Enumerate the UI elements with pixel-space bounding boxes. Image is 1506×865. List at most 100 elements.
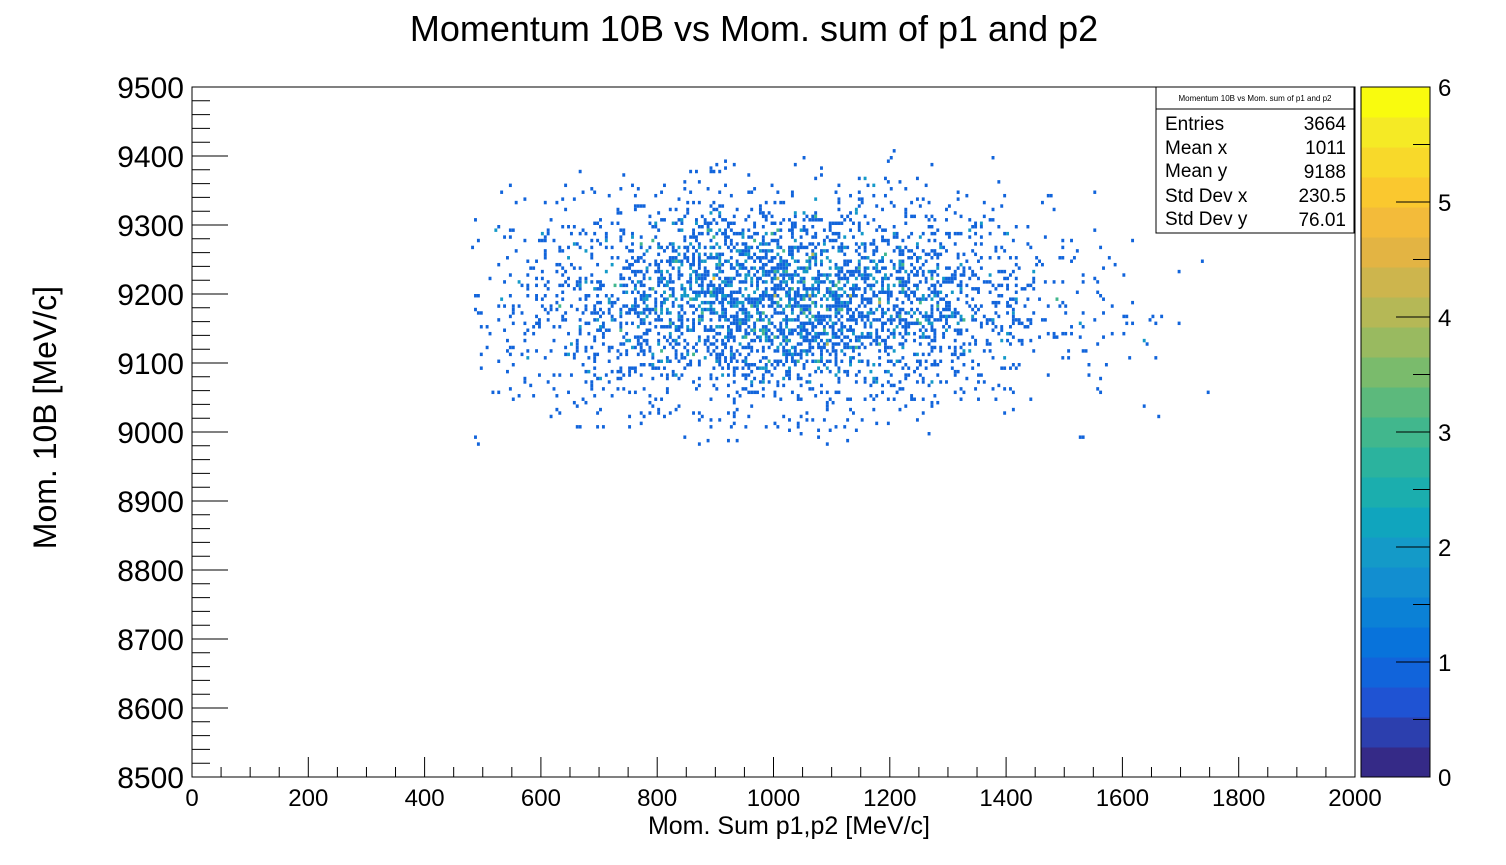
heatmap-bin <box>788 290 791 294</box>
heatmap-bin <box>782 287 786 291</box>
heatmap-bin <box>886 297 890 301</box>
heatmap-bin <box>697 266 701 270</box>
heatmap-bin <box>872 363 876 367</box>
heatmap-bin <box>971 297 975 301</box>
heatmap-bin <box>610 262 614 267</box>
y-axis-title: Mom. 10B [MeV/c] <box>27 286 63 549</box>
heatmap-bin <box>741 373 745 377</box>
heatmap-bin <box>788 366 791 370</box>
heatmap-bin <box>817 435 821 439</box>
heatmap-bin <box>854 373 858 377</box>
heatmap-bin <box>869 331 873 336</box>
heatmap-bin <box>1145 342 1149 346</box>
heatmap-bin <box>883 266 887 270</box>
heatmap-bin <box>654 311 658 315</box>
heatmap-bin <box>1125 321 1129 326</box>
heatmap-bin <box>575 425 579 429</box>
heatmap-bin <box>825 249 829 253</box>
heatmap-bin <box>561 318 565 322</box>
heatmap-bin <box>712 283 716 288</box>
heatmap-bin <box>706 335 710 339</box>
heatmap-bin <box>599 328 602 332</box>
heatmap-bin <box>692 252 695 257</box>
heatmap-bin <box>892 235 896 239</box>
heatmap-bin <box>857 197 861 201</box>
heatmap-bin <box>997 180 1001 184</box>
heatmap-bin <box>692 269 695 274</box>
heatmap-bin <box>677 259 681 263</box>
heatmap-bin <box>726 338 730 343</box>
heatmap-bin <box>886 294 890 298</box>
heatmap-bin <box>822 345 826 350</box>
heatmap-bin <box>683 366 687 370</box>
heatmap-bin <box>875 338 879 343</box>
heatmap-bin <box>747 345 751 350</box>
heatmap-bin <box>660 359 664 363</box>
heatmap-bin <box>665 283 669 288</box>
heatmap-bin <box>564 311 568 315</box>
heatmap-bin <box>895 304 899 308</box>
heatmap-bin <box>915 283 919 288</box>
heatmap-bin <box>744 311 748 315</box>
heatmap-bin <box>523 321 527 326</box>
heatmap-bin <box>953 276 957 281</box>
heatmap-bin <box>901 356 905 360</box>
heatmap-bin <box>732 300 736 305</box>
heatmap-bin <box>732 338 736 343</box>
heatmap-bin <box>828 304 832 308</box>
heatmap-bin <box>535 321 538 326</box>
heatmap-bin <box>831 221 835 225</box>
heatmap-bin <box>729 352 733 357</box>
heatmap-bin <box>712 335 716 339</box>
heatmap-bin <box>790 221 794 225</box>
heatmap-bin <box>718 325 722 329</box>
heatmap-bin <box>732 352 736 357</box>
heatmap-bin <box>918 335 922 339</box>
heatmap-bin <box>904 245 908 250</box>
heatmap-bin <box>683 235 687 239</box>
heatmap-bin <box>939 359 943 363</box>
heatmap-bin <box>604 238 608 243</box>
heatmap-bin <box>1003 356 1007 360</box>
color-scale-band <box>1361 387 1430 418</box>
heatmap-bin <box>622 283 626 288</box>
heatmap-bin <box>907 235 911 239</box>
heatmap-bin <box>898 307 902 312</box>
heatmap-bin <box>930 269 934 274</box>
heatmap-bin <box>721 297 725 301</box>
heatmap-bin <box>1177 321 1181 326</box>
heatmap-bin <box>642 331 646 336</box>
heatmap-bin <box>764 369 768 374</box>
heatmap-bin <box>619 235 623 239</box>
heatmap-bin <box>540 238 544 243</box>
heatmap-bin <box>1006 231 1010 236</box>
heatmap-bin <box>639 363 643 367</box>
heatmap-bin <box>898 245 902 250</box>
x-tick-label: 1000 <box>747 785 800 812</box>
heatmap-bin <box>817 318 821 322</box>
heatmap-bin <box>744 376 748 381</box>
heatmap-bin <box>750 390 754 395</box>
heatmap-bin <box>933 363 937 367</box>
heatmap-bin <box>706 256 710 260</box>
heatmap-bin <box>945 207 948 212</box>
heatmap-bin <box>788 338 791 343</box>
heatmap-bin <box>814 280 818 284</box>
heatmap-bin <box>575 342 579 346</box>
heatmap-bin <box>831 342 835 346</box>
heatmap-bin <box>639 349 643 353</box>
heatmap-bin <box>814 369 818 374</box>
heatmap-bin <box>729 300 733 305</box>
heatmap-bin <box>721 325 725 329</box>
heatmap-bin <box>508 294 512 298</box>
heatmap-bin <box>756 283 759 288</box>
heatmap-bin <box>738 394 742 398</box>
heatmap-bin <box>843 276 847 281</box>
heatmap-bin <box>953 328 957 332</box>
heatmap-bin <box>921 273 925 277</box>
heatmap-bin <box>569 342 573 346</box>
heatmap-bin <box>601 311 605 315</box>
heatmap-bin <box>860 197 864 201</box>
heatmap-bin <box>1052 280 1056 284</box>
heatmap-bin <box>648 400 652 405</box>
